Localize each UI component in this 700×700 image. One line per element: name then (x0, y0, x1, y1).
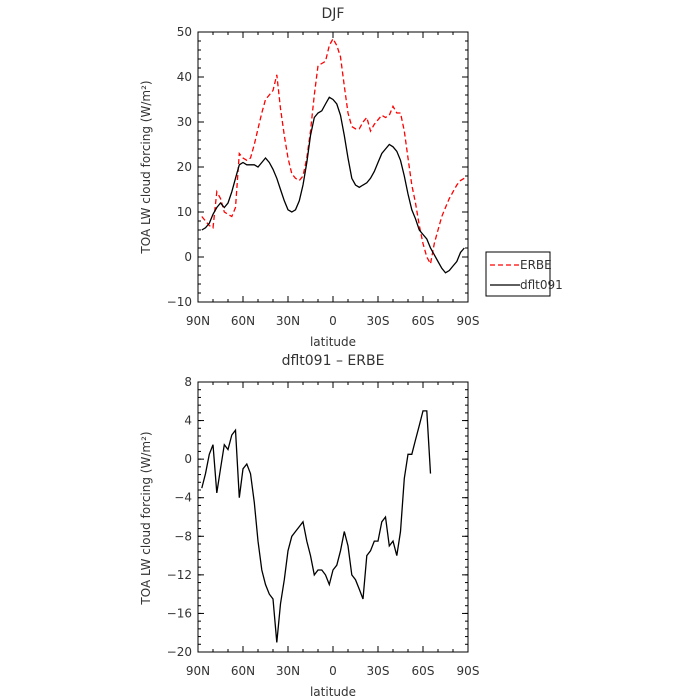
plot-frame (197, 381, 469, 653)
y-tick-label: 50 (177, 25, 192, 39)
y-tick-label: 30 (177, 115, 192, 129)
x-tick-label: 90N (186, 664, 210, 678)
chart-title: dflt091 – ERBE (282, 353, 385, 369)
y-tick-label: 40 (177, 70, 192, 84)
x-tick-label: 60N (231, 314, 255, 328)
y-axis-label: TOA LW cloud forcing (W/m²) (139, 80, 153, 254)
legend: ERBE dflt091 (485, 251, 563, 297)
panel-bottom: dflt091 – ERBE TOA LW cloud forcing (W/m… (139, 353, 479, 699)
y-tick-label: 0 (184, 452, 192, 466)
plot-series (201, 37, 465, 274)
x-tick-label: 0 (329, 314, 337, 328)
x-tick-label: 90S (457, 664, 480, 678)
y-tick-label: 20 (177, 160, 192, 174)
plot-series (201, 410, 432, 643)
x-tick-label: 60S (412, 314, 435, 328)
y-tick-label: 8 (184, 375, 192, 389)
y-tick-label: −8 (174, 529, 192, 543)
x-tick-label: 90N (186, 314, 210, 328)
y-tick-label: 4 (184, 414, 192, 428)
x-axis-label: latitude (310, 685, 356, 699)
chart-title: DJF (322, 6, 345, 22)
x-tick-label: 90S (457, 314, 480, 328)
legend-label-dflt091: dflt091 (520, 278, 563, 292)
series-line-dflt091 (201, 96, 465, 274)
y-tick-label: −4 (174, 491, 192, 505)
x-axis-label: latitude (310, 335, 356, 349)
y-tick-label: −20 (167, 645, 192, 659)
series-line-difference (201, 410, 432, 643)
axis-ticks: −10 0 10 20 30 40 50 90N 60N 30N 0 30S 60S 90S (167, 25, 480, 328)
x-tick-label: 30N (276, 664, 300, 678)
x-tick-label: 30S (367, 664, 390, 678)
series-line-erbe (201, 37, 465, 266)
plot-frame (197, 31, 469, 303)
legend-label-erbe: ERBE (520, 258, 552, 272)
axis-ticks: −20 −16 −12 −8 −4 0 4 8 90N 60N 30N 0 30S 60S 90S (167, 375, 480, 678)
panel-top: DJF TOA LW cloud forcing (W/m²) latitude… (139, 6, 479, 349)
x-tick-label: 60S (412, 664, 435, 678)
x-tick-label: 30S (367, 314, 390, 328)
x-tick-label: 60N (231, 664, 255, 678)
y-tick-label: −16 (167, 606, 192, 620)
y-tick-label: −12 (167, 568, 192, 582)
y-tick-label: 10 (177, 205, 192, 219)
x-tick-label: 0 (329, 664, 337, 678)
y-axis-label: TOA LW cloud forcing (W/m²) (139, 431, 153, 605)
x-tick-label: 30N (276, 314, 300, 328)
legend-box (485, 251, 551, 297)
y-tick-label: 0 (184, 250, 192, 264)
y-tick-label: −10 (167, 295, 192, 309)
